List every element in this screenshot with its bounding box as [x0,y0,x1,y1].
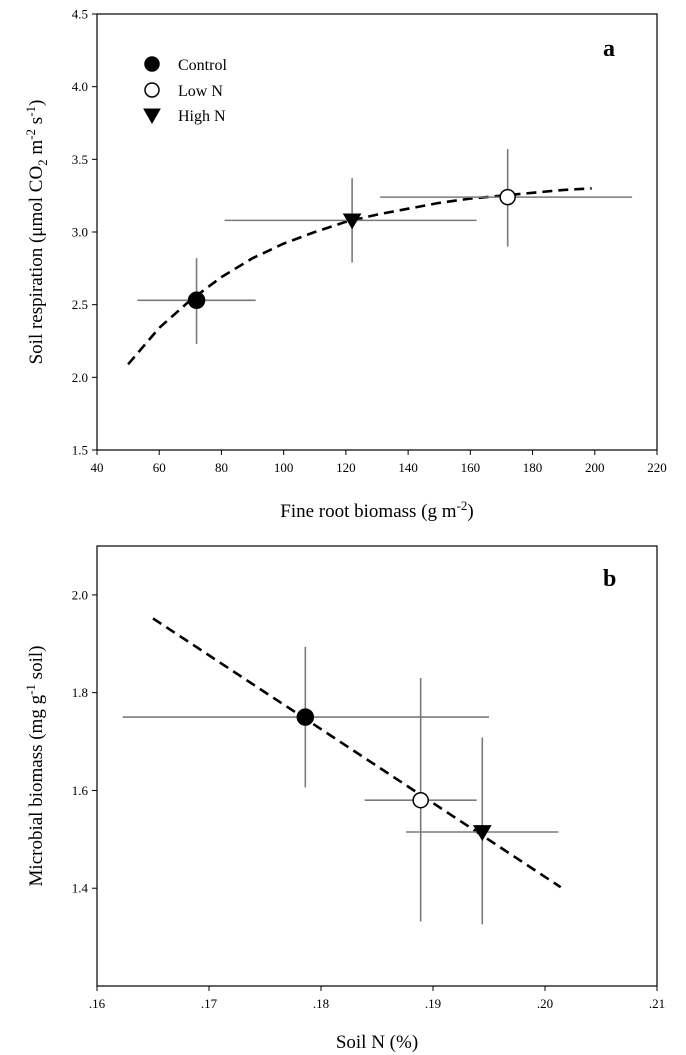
x-tick-label: 200 [585,460,605,475]
y-tick-label: 1.4 [72,881,89,896]
fit-line [152,617,562,889]
panel-a-y-axis-title: Soil respiration (μmol CO2 m-2 s-1) [23,100,50,365]
data-point-low-n [499,188,516,206]
panel-a-frame [96,13,658,451]
y-tick-label: 4.0 [72,79,88,94]
panel-b-x-ticks: .16 .17 .18 .19 .20 .21 [89,986,665,1011]
panel-a: 40 60 80 100 120 140 160 180 200 220 1.5 2.0 2.5 3.0… [23,7,667,523]
data-point-control [296,708,315,726]
panel-b-y-ticks: 1.4 1.6 1.8 2.0 [72,587,97,896]
x-tick-label: .17 [201,996,218,1011]
panel-a-error-bars [137,149,633,344]
x-tick-label: .16 [89,996,106,1011]
x-tick-label: 60 [153,460,166,475]
x-tick-label: 180 [523,460,543,475]
x-tick-label: 80 [215,460,228,475]
panel-b-label: b [603,566,616,592]
panel-a-fit-line [127,187,592,366]
y-tick-label: 3.5 [72,152,88,167]
y-tick-label: 3.0 [72,225,88,240]
panel-b-y-axis-title: Microbial biomass (mg g-1 soil) [23,646,47,887]
legend-high-n-label: High N [178,108,226,125]
data-point-control [187,291,206,310]
panel-b-fit-line [152,617,562,889]
legend-high-n-marker [143,108,161,125]
y-tick-label: 2.0 [72,587,88,602]
x-tick-label: 140 [398,460,418,475]
panel-b-frame [96,545,658,987]
data-point-high-n [342,213,362,230]
panel-a-points [187,188,516,310]
x-tick-label: .21 [649,996,665,1011]
y-tick-label: 1.5 [72,443,88,458]
x-tick-label: .18 [313,996,329,1011]
x-tick-label: 40 [91,460,104,475]
panel-a-label: a [603,36,615,62]
panel-b-points [296,708,492,842]
data-point-high-n [472,825,492,842]
x-tick-label: 160 [461,460,481,475]
y-tick-label: 4.5 [72,7,88,22]
x-tick-label: .19 [425,996,441,1011]
y-tick-label: 1.8 [72,685,88,700]
y-tick-label: 1.6 [72,783,89,798]
legend-low-n-marker [144,82,160,98]
fit-line [127,187,592,366]
legend: Control Low N High N [143,56,227,125]
panel-a-x-axis-title: Fine root biomass (g m-2) [280,498,473,522]
legend-control-label: Control [178,57,227,74]
panel-b-error-bars [122,646,559,925]
x-tick-label: .20 [537,996,553,1011]
legend-control-marker [144,56,160,72]
x-tick-label: 120 [336,460,356,475]
y-tick-label: 2.5 [72,297,88,312]
x-tick-label: 220 [647,460,667,475]
legend-low-n-label: Low N [178,83,223,100]
data-point-low-n [412,791,429,809]
panel-a-x-ticks: 40 60 80 100 120 140 160 180 200 220 [91,450,667,475]
panel-a-y-ticks: 1.5 2.0 2.5 3.0 3.5 4.0 4.5 [72,7,97,458]
x-tick-label: 100 [274,460,294,475]
panel-b-x-axis-title: Soil N (%) [336,1032,418,1053]
y-tick-label: 2.0 [72,370,88,385]
panel-b: .16 .17 .18 .19 .20 .21 1.4 1.6 1.8 2.0 b Soil N… [23,545,665,1053]
